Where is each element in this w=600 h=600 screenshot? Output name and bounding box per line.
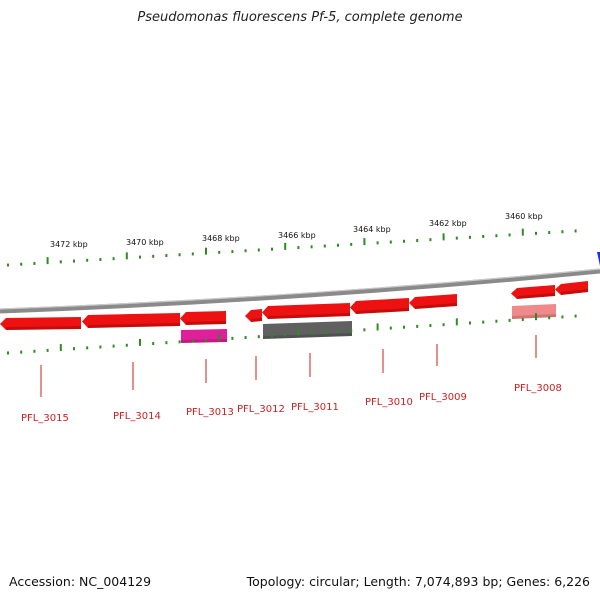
kbp-label: 3466 kbp — [278, 231, 316, 240]
gene-pfl-3015 — [0, 317, 81, 330]
gene-pfl-3014 — [82, 313, 180, 328]
gene-pfl-3011-bottom — [263, 321, 352, 339]
gene-pfl-3013-top — [180, 311, 226, 325]
kbp-label: 3470 kbp — [126, 238, 164, 247]
gene-label-group: PFL_3015 PFL_3014 PFL_3013 PFL_3012 PFL_3011… — [21, 335, 562, 424]
kbp-label: 3472 kbp — [50, 240, 88, 249]
topology-text: Topology: circular; Length: 7,074,893 bp… — [246, 574, 590, 589]
gene-label: PFL_3008 — [514, 383, 562, 394]
gene-label: PFL_3013 — [186, 407, 234, 418]
accession-text: Accession: NC_004129 — [9, 574, 152, 589]
genome-title: Pseudomonas fluorescens Pf-5, complete g… — [137, 10, 463, 25]
gene-pfl-3010 — [350, 298, 409, 314]
gene-label: PFL_3015 — [21, 413, 69, 424]
inner-tick-ring — [7, 313, 577, 355]
backbone-arc — [0, 268, 600, 314]
kbp-label: 3464 kbp — [353, 225, 391, 234]
kbp-label: 3462 kbp — [429, 219, 467, 228]
gene-pfl-3008-top — [511, 285, 555, 299]
gene-pfl-3008-bottom — [512, 304, 556, 319]
feature-marker — [597, 252, 600, 266]
gene-track — [0, 281, 588, 343]
gene-label: PFL_3009 — [419, 392, 467, 403]
gene-label: PFL_3014 — [113, 411, 161, 422]
kbp-label: 3468 kbp — [202, 234, 240, 243]
gene-pfl-3009 — [409, 294, 457, 309]
gene-label: PFL_3011 — [291, 402, 339, 413]
gene-label: PFL_3010 — [365, 397, 413, 408]
gene-pfl-3011 — [262, 303, 350, 319]
gene-pfl-3007 — [555, 281, 588, 295]
genome-backbone — [0, 252, 600, 314]
kbp-label: 3460 kbp — [505, 212, 543, 221]
gene-label: PFL_3012 — [237, 404, 285, 415]
kbp-label-group: 3472 kbp 3470 kbp 3468 kbp 3466 kbp 3464 kbp… — [50, 212, 543, 249]
outer-tick-ring — [7, 228, 577, 267]
gene-pfl-3012 — [245, 309, 262, 322]
backbone-highlight — [0, 268, 600, 310]
